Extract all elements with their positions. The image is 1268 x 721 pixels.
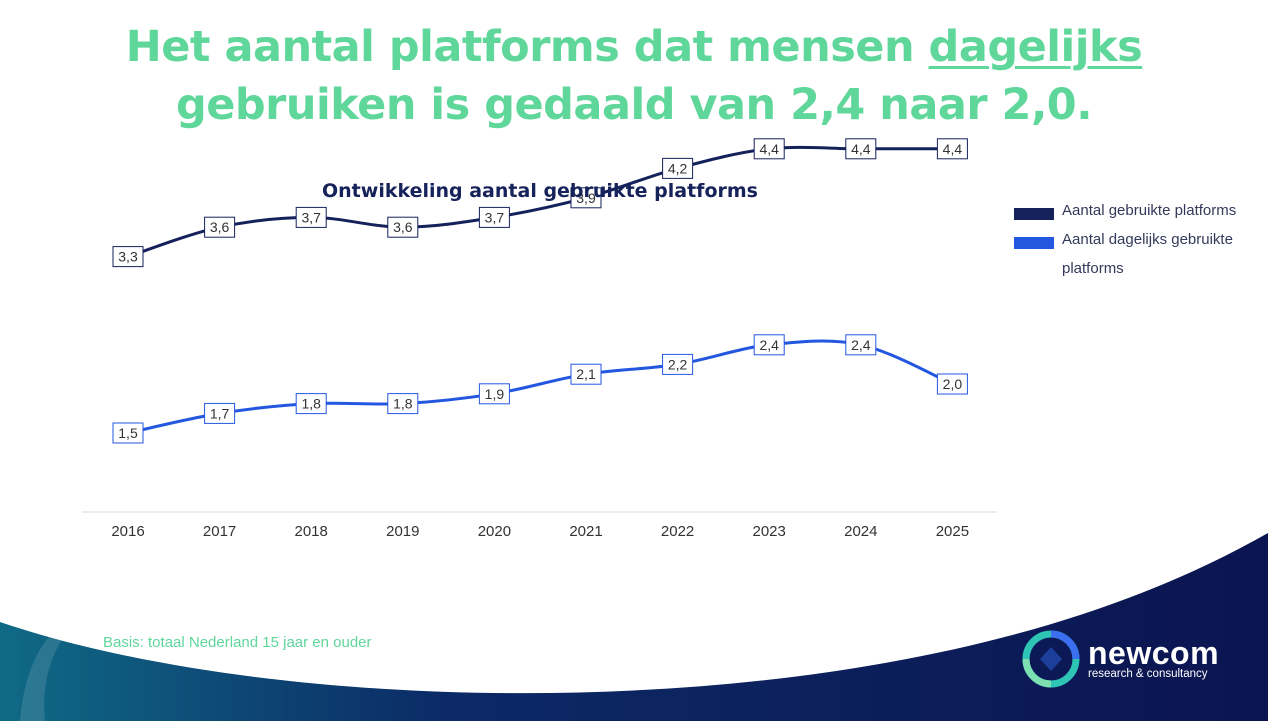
data-label-1-2024: 2,4 [851, 337, 871, 353]
data-label-0-2024: 4,4 [851, 141, 871, 157]
data-label-0-2025: 4,4 [943, 141, 963, 157]
data-label-1-2022: 2,2 [668, 356, 688, 372]
data-label-0-2022: 4,2 [668, 160, 688, 176]
headline-part-1: Het aantal platforms dat mensen [125, 22, 929, 72]
x-tick-label-2016: 2016 [111, 523, 144, 540]
x-tick-label-2018: 2018 [295, 523, 328, 540]
data-point-1-2019 [387, 393, 419, 415]
data-point-1-2017 [204, 402, 236, 424]
data-point-0-2016 [112, 246, 144, 268]
data-point-0-2025 [936, 138, 968, 160]
data-point-1-2023 [753, 334, 785, 356]
x-tick-label-2017: 2017 [203, 523, 236, 540]
logo-text: newcom research & consultancy [1088, 634, 1220, 681]
headline-line-1: Het aantal platforms dat mensen dagelijk… [0, 18, 1268, 76]
data-point-0-2021 [570, 187, 602, 209]
data-point-0-2018 [295, 206, 327, 228]
newcom-logo: newcom research & consultancy [1022, 630, 1219, 688]
x-tick-label-2025: 2025 [936, 523, 969, 540]
data-point-0-2024 [845, 138, 877, 160]
data-label-0-2021: 3,9 [576, 190, 596, 206]
x-tick-label-2021: 2021 [569, 523, 602, 540]
series-line-0 [127, 145, 953, 259]
x-tick-label-2024: 2024 [844, 523, 877, 540]
data-label-1-2025: 2,0 [943, 376, 963, 392]
x-tick-label-2020: 2020 [478, 523, 511, 540]
data-label-0-2023: 4,4 [759, 141, 779, 157]
data-label-1-2016: 1,5 [118, 425, 138, 441]
chart-legend: Aantal gebruikte platforms Aantal dageli… [1014, 202, 1264, 289]
slide-headline: Het aantal platforms dat mensen dagelijk… [0, 18, 1268, 134]
data-label-0-2017: 3,6 [210, 219, 230, 235]
data-label-1-2020: 1,9 [485, 386, 505, 402]
data-label-0-2019: 3,6 [393, 219, 413, 235]
headline-line-2: gebruiken is gedaald van 2,4 naar 2,0. [175, 80, 1093, 130]
data-point-1-2022 [662, 353, 694, 375]
data-point-1-2025 [936, 373, 968, 395]
data-point-1-2016 [112, 422, 144, 444]
data-point-0-2020 [478, 206, 510, 228]
x-tick-label-2019: 2019 [386, 523, 419, 540]
data-label-1-2021: 2,1 [576, 366, 596, 382]
data-point-1-2021 [570, 363, 602, 385]
logo-subtitle: research & consultancy [1088, 667, 1208, 680]
legend-label-daily: Aantal dagelijks gebruikte platforms [1062, 231, 1233, 277]
series-line-1 [127, 339, 953, 435]
data-point-1-2018 [295, 393, 327, 415]
data-point-0-2023 [753, 138, 785, 160]
data-label-1-2018: 1,8 [301, 396, 321, 412]
legend-item-daily: Aantal dagelijks gebruikte platforms [1014, 231, 1264, 283]
chart-plot-area: 2016 2017 2018 2019 2020 2021 2022 2023 2024 2025… [111, 138, 969, 540]
x-tick-label-2022: 2022 [661, 523, 694, 540]
legend-item-total: Aantal gebruikte platforms [1014, 202, 1264, 225]
logo-name: newcom [1088, 634, 1220, 671]
data-label-0-2020: 3,7 [485, 209, 505, 225]
background-wave [0, 533, 1268, 721]
data-label-1-2023: 2,4 [759, 337, 779, 353]
footnote-basis: Basis: totaal Nederland 15 jaar en ouder [103, 634, 372, 651]
headline-underlined-word: dagelijks [928, 22, 1143, 72]
data-point-0-2019 [387, 216, 419, 238]
data-point-0-2017 [204, 216, 236, 238]
x-tick-label-2023: 2023 [753, 523, 786, 540]
data-point-1-2024 [845, 334, 877, 356]
legend-swatch-total [1014, 208, 1054, 220]
data-label-0-2016: 3,3 [118, 249, 138, 265]
legend-label-total: Aantal gebruikte platforms [1062, 202, 1237, 219]
data-label-1-2019: 1,8 [393, 396, 413, 412]
chart-title: Ontwikkeling aantal gebruikte platforms [322, 180, 758, 202]
data-label-1-2017: 1,7 [210, 405, 230, 421]
data-point-1-2020 [478, 383, 510, 405]
newcom-logo-icon [1022, 630, 1080, 688]
legend-swatch-daily [1014, 237, 1054, 249]
data-label-0-2018: 3,7 [301, 209, 321, 225]
background-wave-highlight [20, 612, 90, 721]
data-point-0-2022 [662, 157, 694, 179]
